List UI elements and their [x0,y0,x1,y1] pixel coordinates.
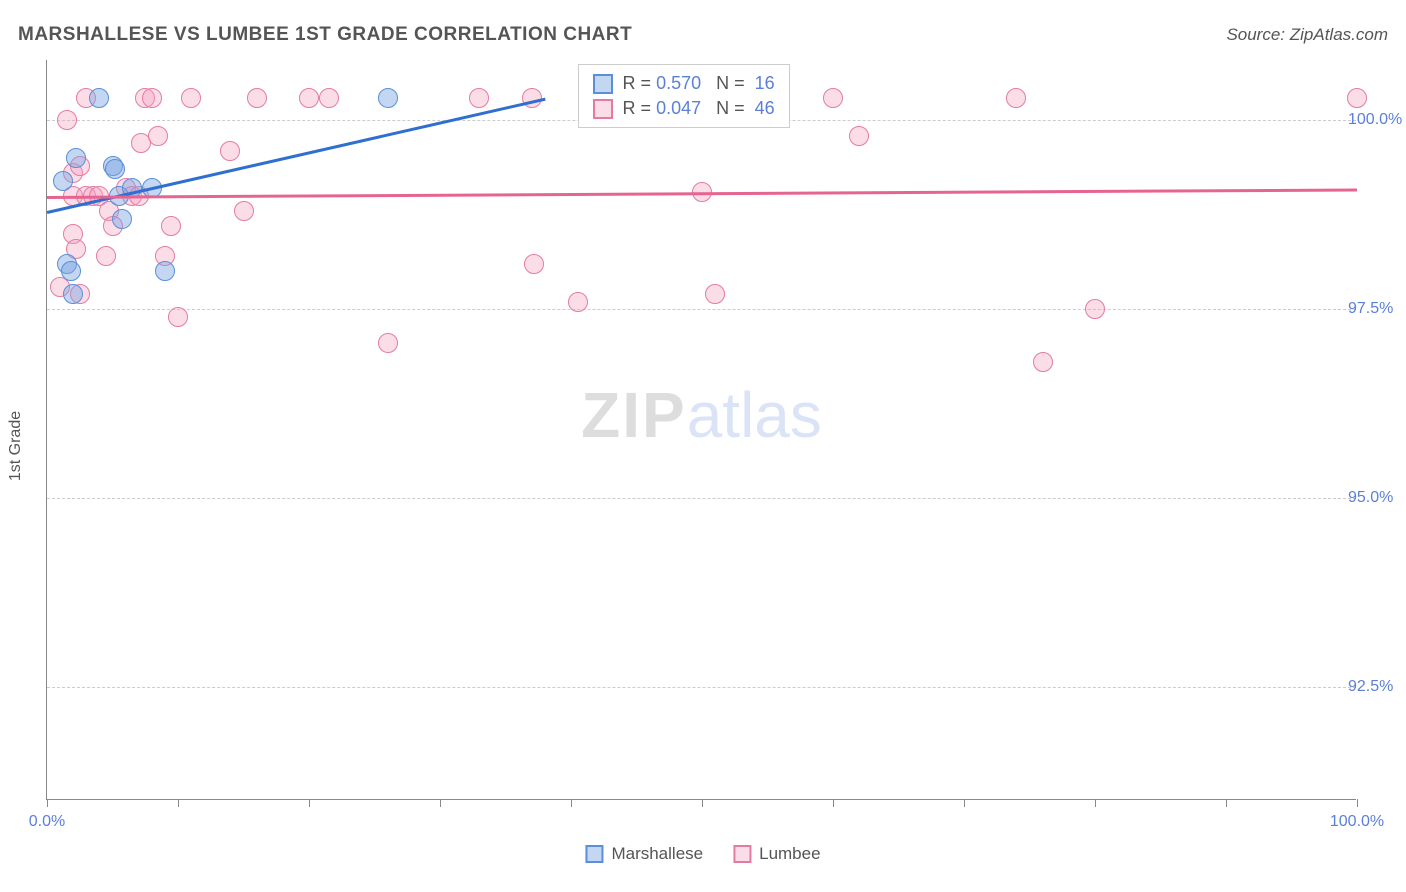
legend-swatch [585,845,603,863]
x-tick [440,799,441,807]
data-point [105,159,125,179]
data-point [96,246,116,266]
data-point [568,292,588,312]
x-tick [833,799,834,807]
data-point [823,88,843,108]
watermark-right: atlas [687,379,822,451]
data-point [89,88,109,108]
x-tick [1357,799,1358,807]
gridline [47,687,1356,688]
data-point [168,307,188,327]
y-axis-label: 1st Grade [7,411,25,481]
x-tick [1095,799,1096,807]
legend-swatch [593,74,613,94]
watermark: ZIPatlas [581,378,822,452]
data-point [57,110,77,130]
y-tick-label: 100.0% [1348,111,1404,129]
data-point [705,284,725,304]
gridline [47,309,1356,310]
x-tick [964,799,965,807]
stat-r: R = 0.047 N = 46 [623,98,775,119]
bottom-legend: Marshallese Lumbee [585,844,820,864]
data-point [469,88,489,108]
data-point [378,88,398,108]
stats-row: R = 0.047 N = 46 [593,96,775,121]
legend-swatch [593,99,613,119]
data-point [220,141,240,161]
data-point [247,88,267,108]
watermark-left: ZIP [581,379,687,451]
x-tick [47,799,48,807]
x-tick-label: 0.0% [29,813,65,831]
y-tick-label: 92.5% [1348,678,1404,696]
data-point [148,126,168,146]
legend-label: Lumbee [759,844,820,864]
legend-swatch [733,845,751,863]
data-point [155,261,175,281]
data-point [112,209,132,229]
chart-source: Source: ZipAtlas.com [1226,25,1388,45]
data-point [63,284,83,304]
data-point [319,88,339,108]
stats-row: R = 0.570 N = 16 [593,71,775,96]
data-point [161,216,181,236]
data-point [524,254,544,274]
data-point [1085,299,1105,319]
x-tick [309,799,310,807]
stat-r: R = 0.570 N = 16 [623,73,775,94]
x-tick [702,799,703,807]
data-point [378,333,398,353]
x-tick [571,799,572,807]
x-tick [178,799,179,807]
data-point [849,126,869,146]
plot-area: ZIPatlas 92.5%95.0%97.5%100.0%0.0%100.0%… [46,60,1356,800]
data-point [299,88,319,108]
x-tick [1226,799,1227,807]
legend-item: Marshallese [585,844,703,864]
y-tick-label: 95.0% [1348,489,1404,507]
chart-title: MARSHALLESE VS LUMBEE 1ST GRADE CORRELAT… [18,24,632,46]
data-point [66,148,86,168]
data-point [61,261,81,281]
data-point [234,201,254,221]
data-point [1347,88,1367,108]
legend-label: Marshallese [611,844,703,864]
stats-box: R = 0.570 N = 16 R = 0.047 N = 46 [578,64,790,128]
data-point [181,88,201,108]
data-point [1033,352,1053,372]
chart-header: MARSHALLESE VS LUMBEE 1ST GRADE CORRELAT… [18,24,1388,46]
data-point [1006,88,1026,108]
data-point [142,88,162,108]
chart-container: MARSHALLESE VS LUMBEE 1ST GRADE CORRELAT… [0,0,1406,892]
gridline [47,498,1356,499]
data-point [53,171,73,191]
x-tick-label: 100.0% [1330,813,1384,831]
y-tick-label: 97.5% [1348,300,1404,318]
legend-item: Lumbee [733,844,820,864]
